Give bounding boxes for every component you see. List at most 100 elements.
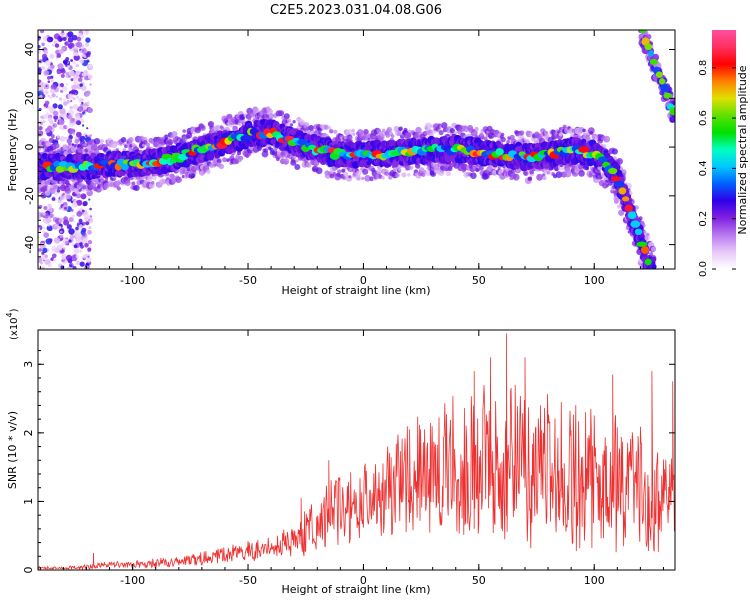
- noise-speckle: [72, 104, 79, 110]
- noise-speckle: [47, 203, 52, 209]
- noise-speckle: [56, 189, 61, 193]
- halo-speckle: [425, 170, 431, 177]
- halo-speckle: [650, 275, 656, 281]
- halo-speckle: [361, 176, 365, 181]
- halo-speckle: [99, 139, 104, 144]
- noise-speckle: [47, 125, 53, 131]
- halo-speckle: [315, 167, 323, 175]
- noise-speckle: [72, 133, 76, 136]
- halo-speckle: [294, 164, 301, 170]
- noise-speckle: [55, 95, 58, 98]
- noise-speckle: [54, 223, 58, 228]
- halo-speckle: [398, 126, 403, 131]
- noise-speckle: [44, 70, 49, 75]
- halo-speckle: [479, 165, 484, 171]
- halo-speckle: [122, 148, 127, 152]
- halo-speckle: [343, 171, 349, 177]
- noise-speckle: [59, 135, 66, 142]
- halo-speckle: [79, 145, 84, 150]
- noise-speckle: [66, 194, 72, 200]
- halo-speckle: [248, 117, 252, 121]
- noise-speckle: [51, 245, 57, 251]
- noise-speckle: [56, 70, 61, 75]
- noise-speckle: [47, 76, 51, 80]
- noise-speckle: [85, 92, 90, 97]
- noise-speckle: [51, 134, 55, 139]
- noise-speckle: [81, 53, 85, 57]
- noise-speckle: [81, 72, 87, 77]
- halo-speckle: [642, 271, 646, 275]
- noise-speckle: [78, 33, 82, 37]
- halo-speckle: [145, 142, 150, 147]
- noise-speckle: [85, 37, 91, 43]
- halo-speckle: [512, 173, 520, 181]
- noise-speckle: [67, 93, 74, 100]
- noise-speckle: [61, 69, 66, 74]
- halo-speckle: [182, 129, 186, 133]
- halo-speckle: [638, 216, 643, 221]
- noise-speckle: [59, 83, 64, 88]
- noise-speckle: [53, 115, 59, 120]
- halo-speckle: [554, 167, 559, 172]
- noise-speckle: [74, 47, 77, 50]
- halo-speckle: [286, 121, 292, 128]
- noise-speckle: [58, 226, 62, 230]
- noise-speckle: [42, 230, 46, 234]
- halo-speckle: [42, 185, 49, 191]
- noise-speckle: [87, 107, 94, 114]
- noise-speckle: [79, 83, 83, 87]
- halo-speckle: [543, 130, 549, 135]
- halo-speckle: [546, 170, 551, 175]
- halo-speckle: [363, 129, 369, 135]
- noise-speckle: [85, 256, 92, 263]
- halo-speckle: [218, 163, 225, 170]
- noise-speckle: [82, 254, 87, 259]
- halo-speckle: [492, 170, 497, 175]
- noise-speckle: [70, 78, 74, 82]
- noise-speckle: [40, 115, 43, 119]
- noise-speckle: [41, 266, 46, 269]
- noise-speckle: [62, 36, 67, 42]
- noise-speckle: [69, 264, 73, 268]
- halo-speckle: [341, 168, 346, 173]
- noise-speckle: [74, 139, 79, 144]
- halo-speckle: [292, 120, 296, 124]
- halo-speckle: [120, 137, 127, 143]
- noise-speckle: [70, 200, 74, 204]
- noise-speckle: [44, 254, 48, 259]
- noise-speckle: [59, 201, 64, 206]
- noise-speckle: [45, 128, 48, 131]
- noise-speckle: [53, 258, 57, 262]
- halo-speckle: [327, 126, 332, 130]
- noise-speckle: [41, 42, 45, 47]
- halo-speckle: [265, 113, 270, 118]
- halo-speckle: [506, 140, 510, 144]
- halo-speckle: [206, 169, 211, 174]
- noise-speckle: [65, 64, 68, 68]
- halo-speckle: [589, 131, 594, 135]
- noise-speckle: [42, 257, 46, 261]
- band-speckle: [165, 145, 171, 151]
- noise-speckle: [66, 125, 69, 129]
- noise-speckle: [80, 193, 87, 200]
- noise-speckle: [76, 120, 81, 126]
- halo-speckle: [287, 118, 292, 123]
- noise-speckle: [73, 244, 78, 249]
- noise-speckle: [58, 192, 61, 195]
- noise-speckle: [70, 59, 73, 62]
- halo-speckle: [395, 173, 400, 178]
- noise-speckle: [88, 198, 91, 201]
- noise-speckle: [46, 112, 50, 116]
- noise-speckle: [74, 52, 79, 57]
- halo-speckle: [536, 173, 543, 181]
- noise-speckle: [38, 35, 41, 41]
- halo-speckle: [199, 124, 206, 131]
- halo-speckle: [351, 128, 355, 133]
- noise-speckle: [59, 230, 63, 234]
- noise-speckle: [86, 127, 89, 130]
- halo-speckle: [602, 144, 607, 149]
- halo-speckle: [643, 274, 648, 279]
- halo-speckle: [441, 122, 448, 129]
- halo-speckle: [421, 172, 426, 177]
- noise-speckle: [43, 120, 46, 123]
